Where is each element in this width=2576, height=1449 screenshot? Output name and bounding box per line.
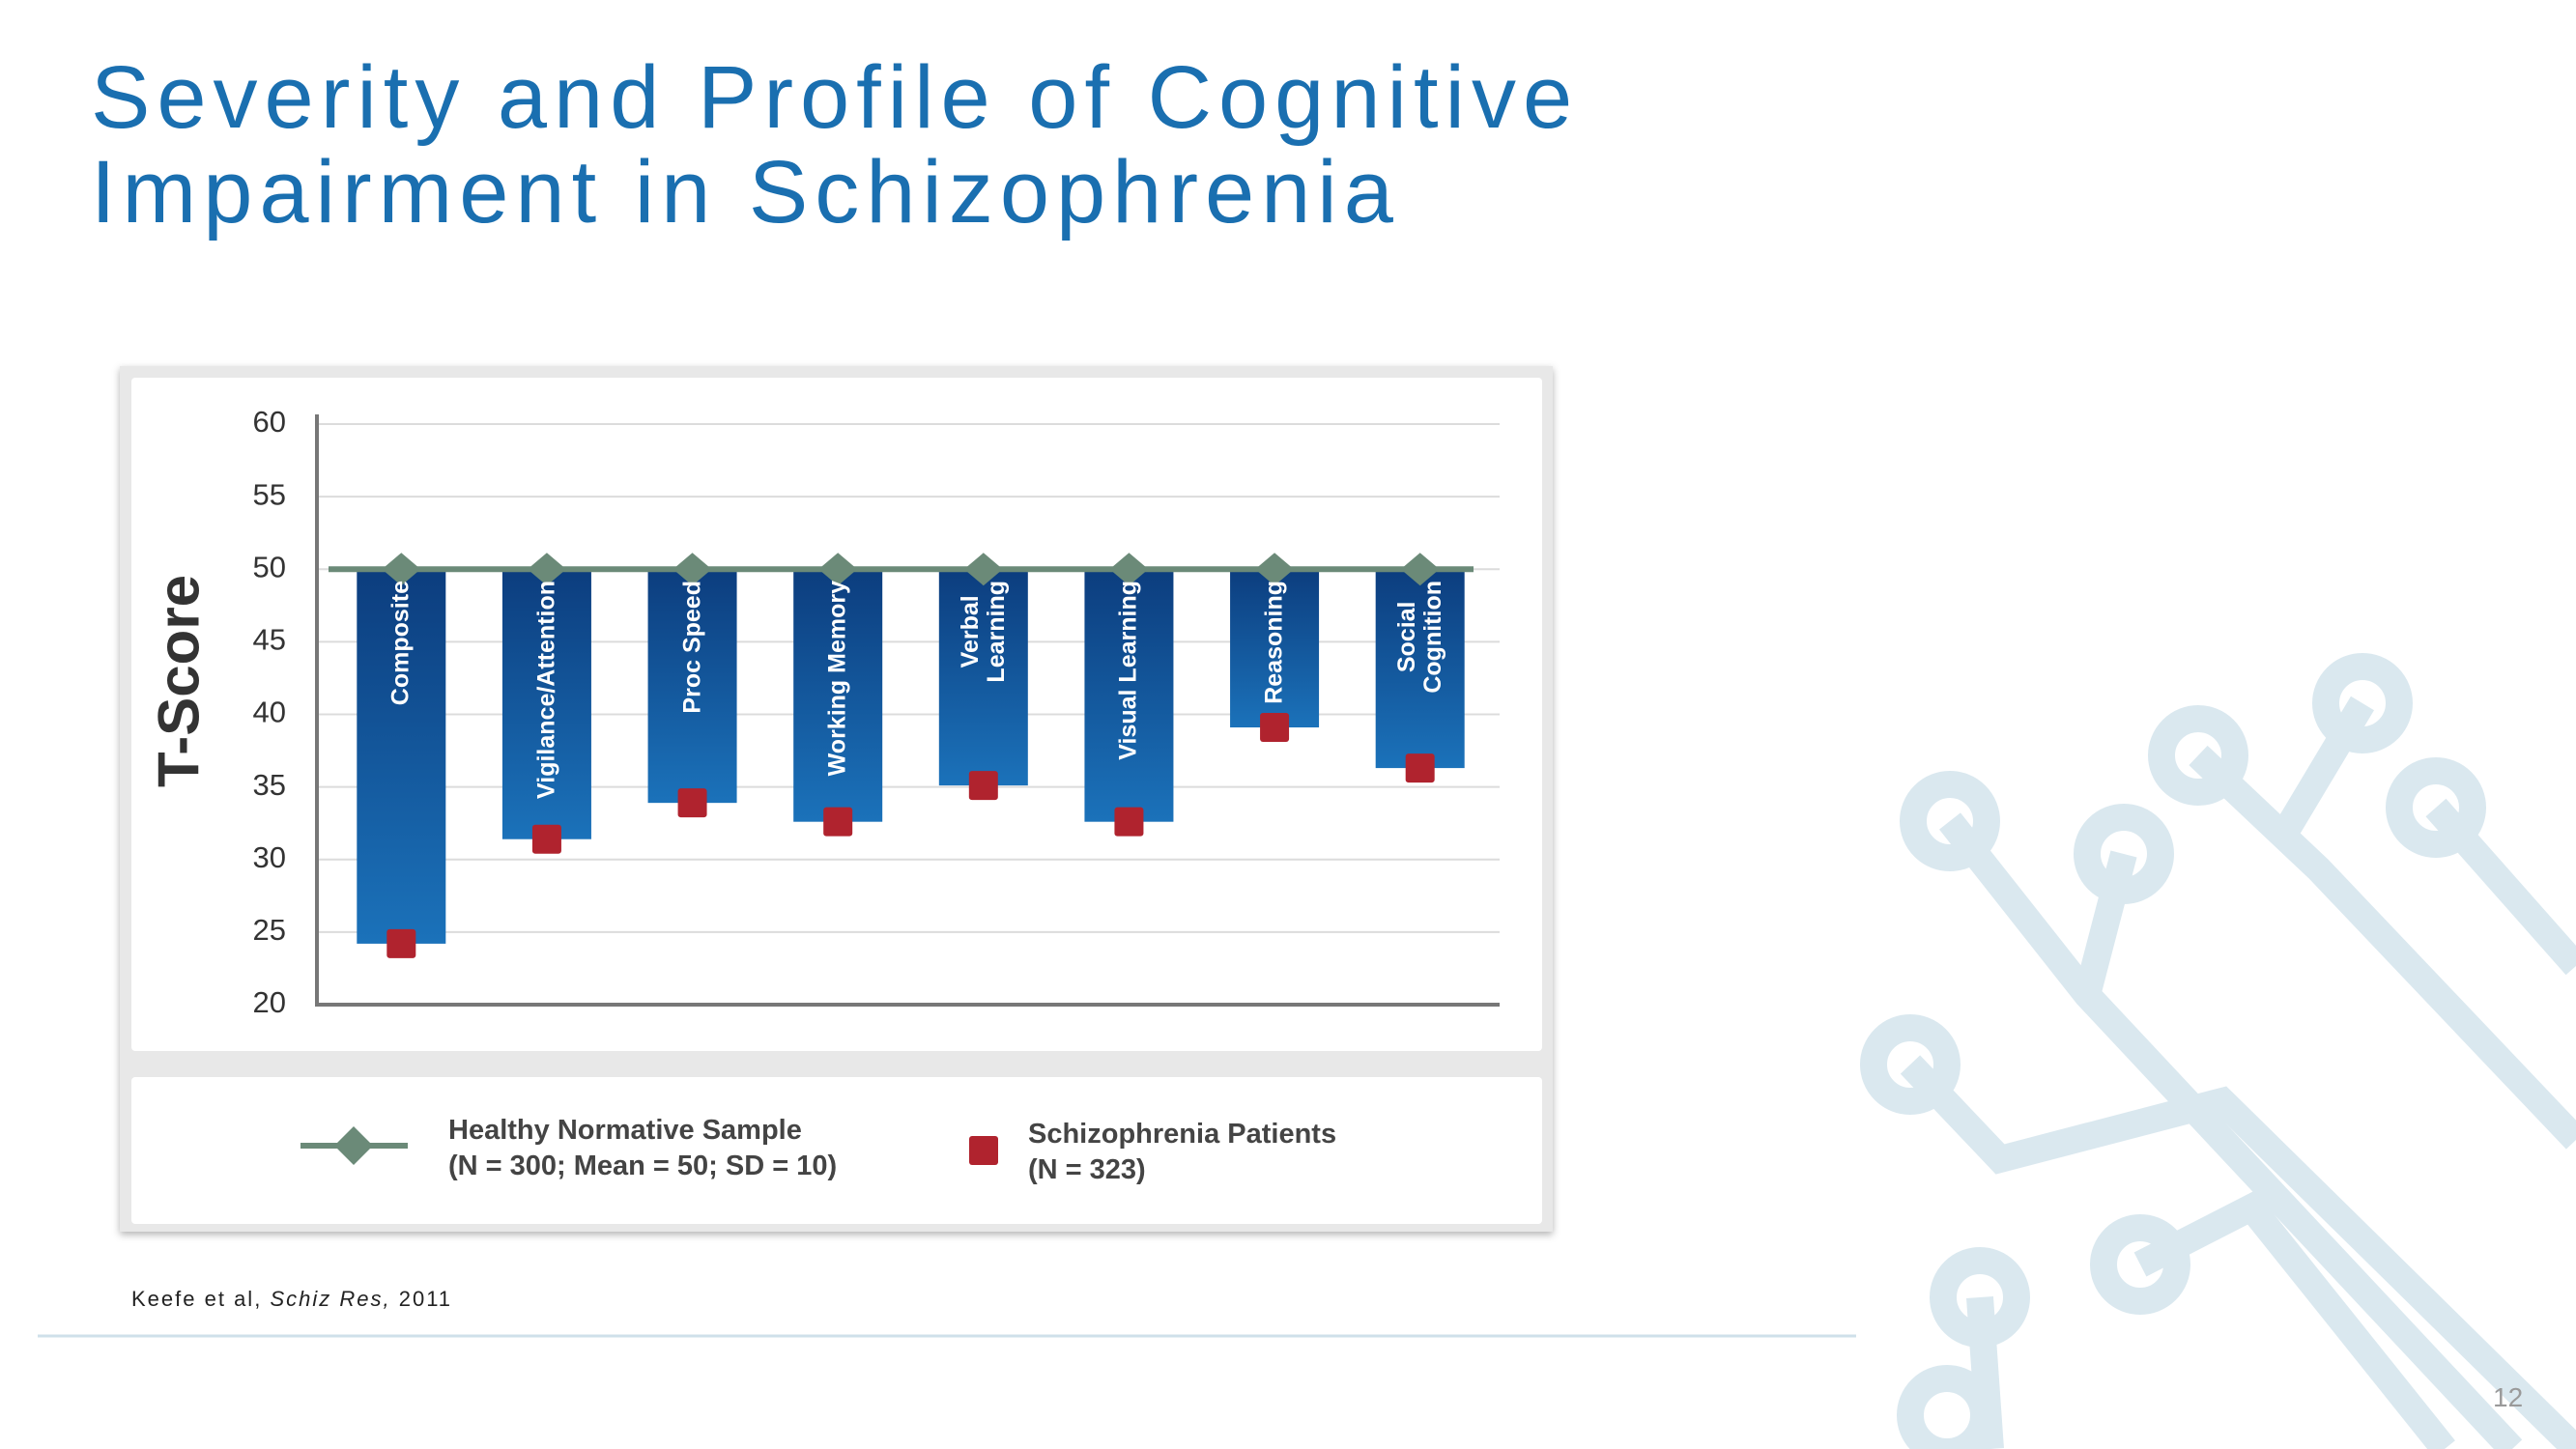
patient-marker: [823, 807, 853, 837]
y-tick-label: 25: [253, 913, 286, 947]
norm-marker: [1109, 553, 1149, 586]
legend-label: Healthy Normative Sample (N = 300; Mean …: [448, 1115, 838, 1181]
y-tick-label: 60: [253, 405, 286, 439]
patient-marker: [677, 788, 707, 818]
page-number: 12: [2493, 1382, 2524, 1412]
norm-marker: [527, 553, 566, 586]
category-label: Vigilance/Attention: [532, 581, 560, 800]
legend-label: Schizophrenia Patients (N = 323): [1028, 1119, 1337, 1185]
bar: [1230, 569, 1320, 728]
y-tick-label: 50: [253, 550, 286, 583]
bar: [647, 569, 737, 804]
norm-marker: [1255, 553, 1295, 586]
bar: [357, 569, 446, 944]
category-label: Composite: [386, 581, 415, 706]
norm-marker: [673, 553, 712, 586]
citation: Keefe et al, Schiz Res, 2011: [131, 1287, 452, 1312]
slide-title: Severity and Profile of Cognitive Impair…: [91, 48, 1580, 242]
norm-marker: [1400, 553, 1440, 586]
y-tick-label: 30: [253, 840, 286, 874]
category-label: Proc Speed: [678, 581, 706, 714]
norm-marker: [382, 553, 421, 586]
bar: [1375, 569, 1465, 769]
y-tick-label: 40: [253, 696, 286, 729]
citation-journal: Schiz Res,: [270, 1287, 391, 1311]
patient-marker: [386, 928, 416, 958]
legend-marker: [969, 1136, 998, 1165]
y-tick-label: 45: [253, 623, 286, 657]
norm-marker: [818, 553, 858, 586]
circuit-decoration: [1860, 653, 2576, 1449]
category-label: Visual Learning: [1114, 581, 1142, 760]
patient-marker: [1260, 713, 1290, 743]
norm-marker: [963, 553, 1003, 586]
y-axis-label: T-Score: [146, 574, 212, 788]
category-label: Social Cognition: [1392, 581, 1446, 694]
legend-marker: [334, 1126, 373, 1165]
bar: [501, 569, 591, 839]
y-tick-label: 55: [253, 477, 286, 511]
bar: [1084, 569, 1174, 822]
patient-marker: [1405, 753, 1435, 783]
bar: [793, 569, 883, 822]
bar: [938, 569, 1028, 786]
category-label: Working Memory: [823, 581, 851, 777]
citation-authors: Keefe et al,: [131, 1287, 263, 1311]
y-tick-label: 20: [253, 985, 286, 1019]
category-label: Verbal Learning: [956, 581, 1010, 683]
patient-marker: [1114, 807, 1144, 837]
citation-year: 2011: [398, 1287, 453, 1311]
y-tick-label: 35: [253, 768, 286, 802]
category-label: Reasoning: [1260, 581, 1288, 705]
patient-marker: [531, 824, 561, 854]
patient-marker: [968, 771, 998, 801]
legend-panel: [131, 1077, 1542, 1224]
